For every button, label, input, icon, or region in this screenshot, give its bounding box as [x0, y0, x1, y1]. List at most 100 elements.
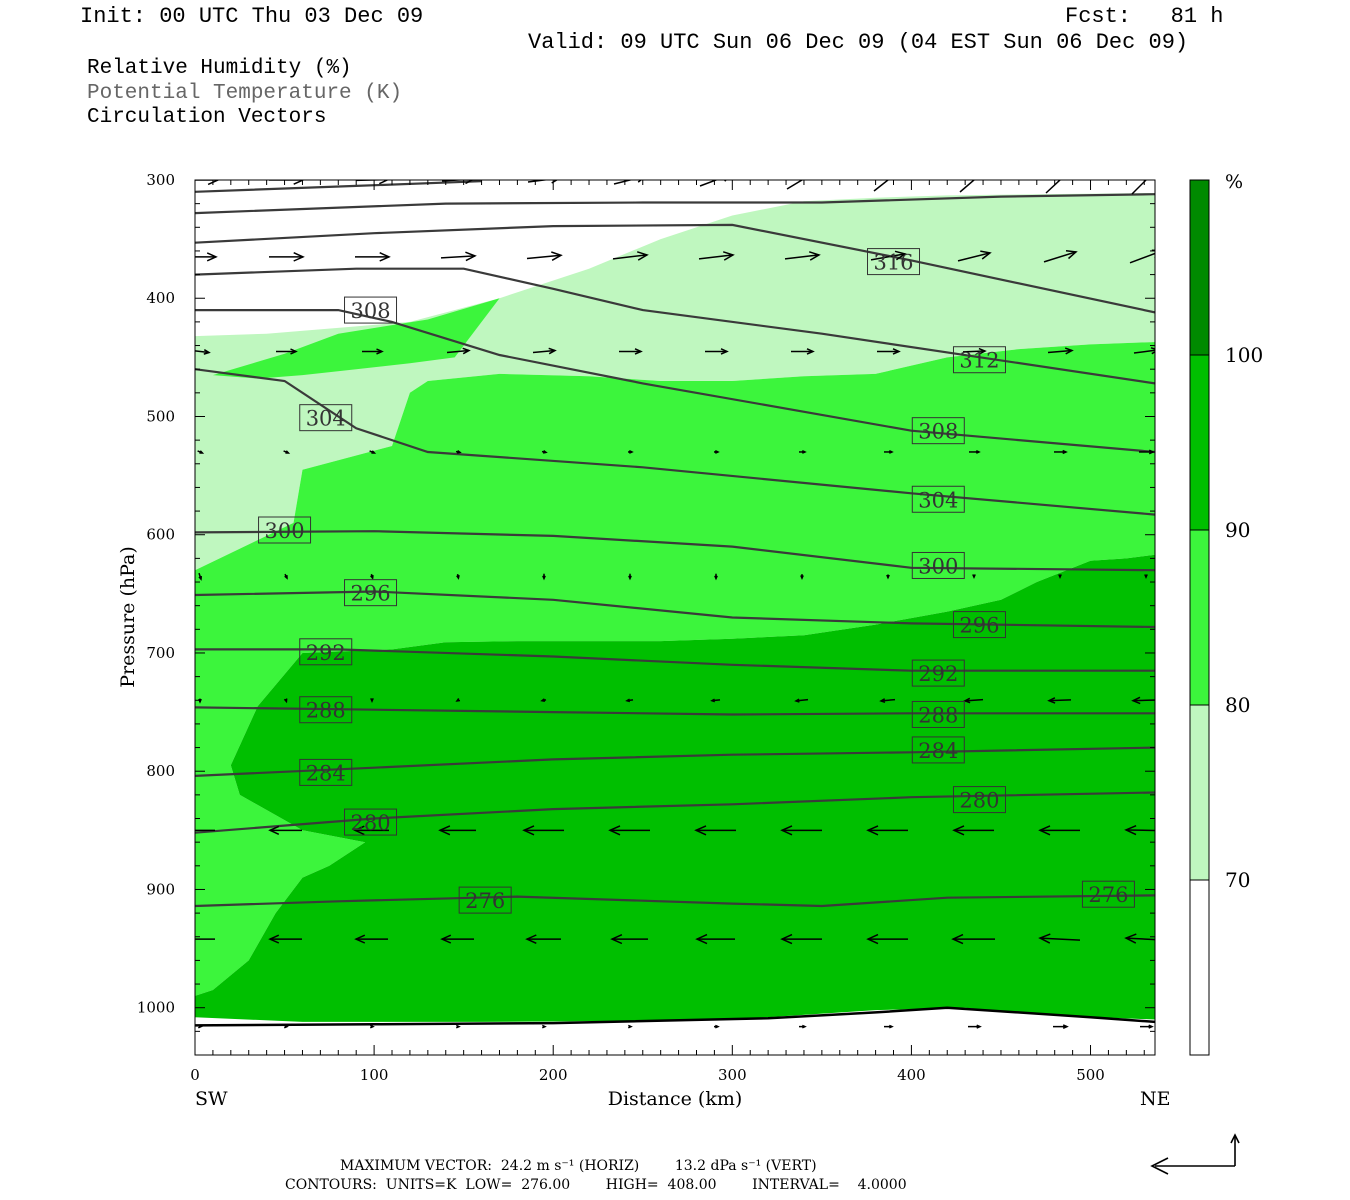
y-tick-label: 800: [146, 762, 175, 780]
circulation-vector: [195, 180, 220, 186]
theta-label-280-0: 280: [344, 808, 398, 836]
circulation-vector: [1302, 98, 1334, 111]
theta-label-292-0: 292: [299, 638, 353, 666]
circulation-vector: [873, 180, 890, 192]
circulation-vector: [440, 934, 474, 944]
svg-text:292: 292: [918, 662, 958, 686]
circulation-vector: [370, 698, 374, 704]
circulation-vector: [714, 1024, 720, 1029]
forecast-hour: Fcst: 81 h: [1065, 4, 1224, 29]
circulation-vector: [1047, 347, 1074, 355]
x-axis-title: Distance (km): [608, 1088, 743, 1110]
contours-note: CONTOURS: UNITS=K LOW= 276.00 HIGH= 408.…: [285, 1177, 907, 1193]
circulation-vector: [440, 251, 477, 262]
colorbar-label-70: 70: [1225, 868, 1250, 892]
circulation-vector: [1129, 249, 1155, 264]
circulation-vector: [525, 934, 561, 944]
circulation-vector: [1124, 933, 1155, 944]
circulation-vector: [784, 251, 821, 261]
y-tick-label: 400: [146, 289, 175, 307]
circulation-vector: [1124, 825, 1155, 836]
circulation-vector: [446, 347, 471, 355]
circulation-vector: [266, 100, 306, 109]
theta-contour-276: [195, 894, 1155, 908]
svg-text:316: 316: [873, 251, 913, 275]
circulation-vector: [1045, 180, 1062, 194]
circulation-vector: [541, 450, 548, 454]
circulation-vector: [1231, 574, 1233, 577]
y-axis-title: Pressure (hPa): [117, 546, 139, 688]
circulation-vector: [198, 572, 203, 581]
circulation-vector: [1306, 347, 1330, 354]
circulation-vector: [197, 450, 205, 454]
legend-circulation-vectors: Circulation Vectors: [87, 106, 327, 129]
theta-contour-312: [195, 267, 1155, 385]
theta-label-292-1: 292: [911, 659, 965, 687]
max-vector-note: MAXIMUM VECTOR: 24.2 m s⁻¹ (HORIZ) 13.2 …: [340, 1158, 817, 1174]
plot-frame: [194, 179, 1156, 1056]
theta-contour-320: [195, 193, 1155, 215]
theta-label-280-1: 280: [952, 786, 1006, 814]
circulation-vector: [195, 829, 215, 832]
circulation-vector: [1303, 697, 1333, 704]
circulation-vector: [1212, 825, 1252, 834]
theta-label-296-1: 296: [952, 611, 1006, 639]
circulation-vector: [884, 450, 894, 454]
theta-label-300-1: 300: [911, 551, 965, 579]
circulation-vector: [441, 180, 474, 185]
circulation-vector: [694, 825, 736, 836]
circulation-vector: [1054, 449, 1068, 455]
circulation-vector: [1058, 574, 1062, 579]
legend-potential-temperature: Potential Temperature (K): [87, 82, 403, 105]
colorbar-band-90-100: [1189, 354, 1210, 531]
circulation-vector: [456, 573, 460, 580]
circulation-vector: [269, 252, 305, 262]
svg-text:304: 304: [918, 488, 958, 512]
svg-text:308: 308: [350, 299, 390, 323]
circulation-vector: [369, 450, 377, 454]
svg-text:300: 300: [918, 554, 958, 578]
circulation-vector: [195, 252, 218, 262]
colorbar-band-70-80: [1189, 704, 1210, 881]
circulation-vector: [698, 251, 735, 261]
circulation-vector: [702, 100, 730, 107]
colorbar-unit: %: [1225, 171, 1243, 193]
theta-contour-308: [195, 309, 1155, 454]
theta-contour-304: [195, 368, 1155, 516]
svg-text:296: 296: [959, 614, 999, 638]
theta-contour-284: [195, 746, 1155, 777]
x-tick-label: 0: [190, 1066, 200, 1084]
rh-region-80-90-1: [195, 342, 1155, 996]
circulation-vector: [1047, 98, 1073, 110]
circulation-vector: [195, 349, 211, 355]
circulation-vector: [284, 573, 288, 580]
circulation-vector: [180, 100, 220, 109]
svg-text:284: 284: [306, 761, 346, 785]
circulation-vector: [370, 573, 374, 580]
circulation-vector: [886, 574, 890, 580]
theta-label-304-1: 304: [911, 485, 965, 513]
circulation-vector: [1309, 450, 1327, 454]
circulation-vector: [276, 348, 298, 355]
circulation-vector: [1302, 249, 1334, 265]
y-tick-label: 500: [146, 407, 175, 425]
rh-region-80-90-2: [212, 298, 500, 379]
svg-text:288: 288: [918, 703, 958, 727]
colorbar-band-80-90: [1189, 529, 1210, 706]
circulation-vector: [870, 250, 907, 261]
circulation-vector: [972, 574, 976, 579]
theta-label-276-0: 276: [458, 886, 512, 914]
circulation-vector: [1132, 98, 1160, 110]
circulation-vector: [540, 698, 547, 703]
circulation-vector: [268, 825, 302, 835]
theta-contour-316: [195, 223, 1155, 314]
rh-region-70-80-0: [195, 193, 1155, 571]
circulation-vector: [786, 180, 812, 190]
circulation-vector: [1038, 825, 1080, 836]
circulation-vector: [628, 450, 634, 454]
circulation-vector: [710, 698, 721, 703]
circulation-vector: [794, 698, 809, 703]
circulation-vector: [1224, 450, 1240, 454]
circulation-vector: [526, 251, 563, 261]
circulation-vector: [1298, 935, 1338, 944]
